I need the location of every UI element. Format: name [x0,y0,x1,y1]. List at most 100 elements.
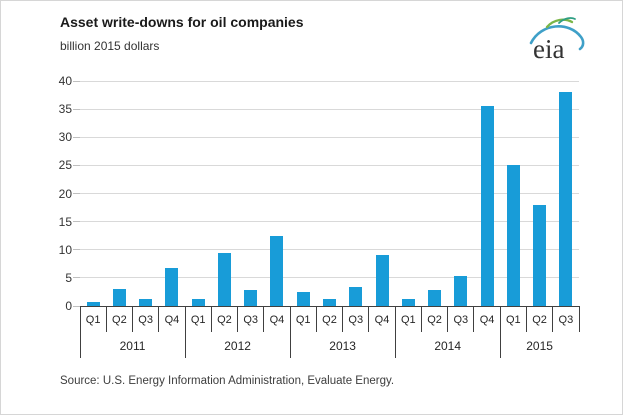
quarter-separator [552,306,554,332]
year-separator [79,306,81,358]
quarter-separator [525,306,527,332]
y-axis-label: 35 [58,102,72,117]
quarter-separator [447,306,449,332]
x-axis-quarter-label: Q1 [505,314,521,326]
bar [270,235,284,306]
bar [506,164,520,306]
logo-green-leaf [545,18,574,29]
quarter-separator [158,306,160,332]
y-axis-tick [73,221,80,223]
bar [139,299,153,306]
year-separator [499,306,501,358]
y-axis-label: 5 [65,270,72,285]
x-axis-line [80,306,579,307]
y-axis-tick [73,164,80,166]
quarter-separator [342,306,344,332]
bar [349,286,363,306]
x-axis-quarter-label: Q2 [427,314,442,326]
logo-teal-leaf [558,17,576,24]
gridline [80,108,579,110]
x-axis-quarter-label: Q3 [243,314,259,326]
y-axis-tick [73,108,80,110]
chart-title: Asset write-downs for oil companies [60,14,304,30]
y-axis-tick [73,80,80,82]
y-axis-tick [73,249,80,251]
year-separator [578,306,580,332]
y-axis-tick [73,193,80,194]
bar [375,255,389,306]
bar [533,204,547,306]
eia-logo-graphic: eia [529,17,585,64]
x-axis-quarter-label: Q1 [190,314,206,326]
x-axis-quarter-label: Q1 [295,314,311,326]
gridline [80,193,579,194]
x-axis-quarter-label: Q4 [374,314,390,326]
gridline [80,80,579,82]
x-axis-quarter-label: Q3 [453,314,469,326]
quarter-separator [315,306,317,332]
x-axis-quarter-label: Q4 [479,314,495,326]
x-axis-quarter-label: Q1 [400,314,416,326]
bar [428,289,442,306]
y-axis-tick [73,136,80,138]
quarter-separator [210,306,212,332]
bar [296,291,310,306]
x-axis-year-label: 2013 [329,339,356,353]
quarter-separator [237,306,239,332]
bar [559,92,573,306]
quarter-separator [420,306,422,332]
bar [480,106,494,306]
x-axis-quarter-label: Q2 [112,314,127,326]
logo-text: eia [533,34,564,64]
y-axis-label: 20 [58,186,72,201]
y-axis-label: 40 [58,74,72,88]
year-separator [289,306,291,358]
gridline [80,136,579,138]
x-axis-quarter-label: Q4 [164,314,180,326]
logo-blue-swoosh [529,25,585,51]
bar [112,289,126,306]
gridline [80,249,579,251]
bar [191,298,205,306]
bar [165,267,179,306]
year-separator [394,306,396,358]
x-axis-quarter-label: Q3 [138,314,153,326]
bar [244,290,258,306]
x-axis-quarter-label: Q1 [85,314,101,326]
source-note: Source: U.S. Energy Information Administ… [60,375,395,387]
quarter-separator [105,306,107,332]
x-axis-quarter-label: Q2 [217,314,232,326]
x-axis-year-label: 2012 [224,339,251,353]
bar [454,276,468,306]
y-axis-tick [73,305,80,307]
gridline [80,221,579,223]
gridline [80,164,579,166]
quarter-separator [263,306,265,332]
x-axis-quarter-label: Q2 [322,314,337,326]
bar [86,302,100,306]
x-axis-quarter-label: Q4 [269,314,285,326]
y-axis-label: 30 [58,130,72,145]
x-axis-quarter-label: Q3 [348,314,364,326]
y-axis-label: 25 [58,158,72,173]
y-axis-label: 10 [58,242,72,257]
gridline [80,277,579,279]
chart-subtitle: billion 2015 dollars [60,39,160,53]
x-axis-year-label: 2014 [434,339,462,353]
quarter-separator [368,306,370,332]
y-axis-label: 0 [65,299,72,313]
quarter-separator [132,306,134,332]
eia-logo: eia [523,11,593,69]
x-axis-quarter-label: Q3 [558,314,574,326]
x-axis-year-label: 2011 [119,339,146,353]
bar [323,298,336,306]
bar [401,298,415,306]
bar-chart: 0 5 10 15 20 25 30 35 40 Q1 Q2 Q3 Q4 Q1 Q2 Q3 Q4 Q1 Q2 Q3 Q4… [59,74,580,358]
year-separator [184,306,186,358]
y-axis-label: 15 [58,214,72,229]
y-axis-tick [73,277,80,279]
x-axis-year-label: 2015 [526,339,553,353]
x-axis-quarter-label: Q2 [532,314,547,326]
quarter-separator [473,306,475,332]
